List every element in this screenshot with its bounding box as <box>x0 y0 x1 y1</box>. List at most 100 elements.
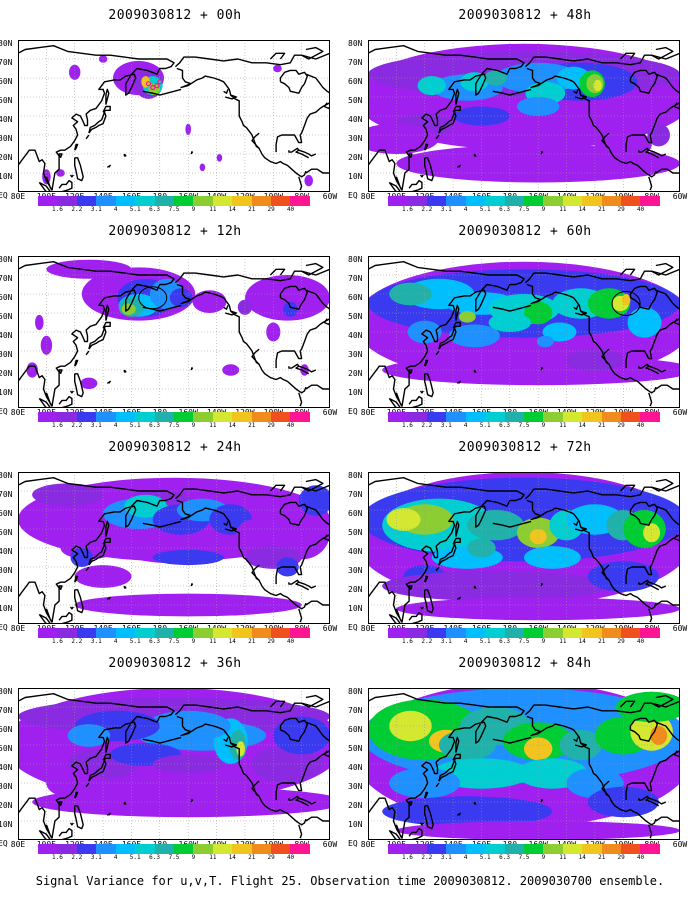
variance-contour <box>169 288 193 308</box>
coastline <box>106 164 111 168</box>
coastline <box>18 260 175 407</box>
latitude-tick-label: 30N <box>0 782 13 791</box>
colorbar-swatch <box>407 628 427 638</box>
latitude-tick-label: 30N <box>0 134 13 143</box>
latitude-tick-label: 20N <box>348 369 363 378</box>
colorbar-level-label: 6.3 <box>149 638 160 645</box>
coastline <box>85 566 90 572</box>
panel-title: 2009030812 + 48h <box>458 8 592 23</box>
colorbar-swatch <box>426 412 447 422</box>
coastline <box>438 327 457 350</box>
variance-contour <box>484 70 507 86</box>
coastline <box>106 812 111 816</box>
coastline <box>625 750 680 801</box>
colorbar-legend: 1.6 2.2 3.1 4 5.1 6.3 7.5 9 11 14 21 29 40 <box>38 412 310 432</box>
map-panel: 2009030812 + 00h 80N 70N 60N 50N 40N 30N 20N 10N… <box>0 0 350 216</box>
coastline <box>648 608 653 623</box>
colorbar-level-label: 2.2 <box>71 638 83 645</box>
colorbar-swatch <box>173 844 194 854</box>
variance-contour <box>396 597 680 621</box>
colorbar-level-label: 11 <box>559 854 567 861</box>
coastline <box>269 700 286 708</box>
latitude-tick-label: 10N <box>348 820 363 829</box>
variance-contour <box>566 349 624 372</box>
colorbar-swatch <box>446 628 466 638</box>
coastline <box>574 310 588 316</box>
latitude-tick-label: 80N <box>348 471 363 480</box>
colorbar-level-label: 9 <box>541 854 546 861</box>
colorbar-level-label: 7.5 <box>168 638 180 645</box>
coastline <box>473 801 477 805</box>
latitude-tick-label: 50N <box>0 312 13 321</box>
coastline <box>455 736 460 753</box>
coastline <box>435 566 440 572</box>
coastline <box>176 67 307 178</box>
colorbar-swatch <box>543 628 563 638</box>
coastline <box>279 501 308 526</box>
map-panel: 2009030812 + 36h 80N 70N 60N 50N 40N 30N 20N 10N… <box>0 648 350 864</box>
coastline <box>540 583 544 587</box>
coastline <box>492 88 532 96</box>
colorbar-swatch <box>135 844 155 854</box>
map-area <box>368 688 680 840</box>
colorbar-swatch <box>388 628 408 638</box>
colorbar-swatch <box>640 844 660 854</box>
latitude-tick-label: 50N <box>0 96 13 105</box>
variance-contour <box>458 311 476 323</box>
coastline <box>452 105 461 113</box>
variance-contour <box>559 729 602 761</box>
colorbar-swatch <box>465 412 486 422</box>
coastline <box>574 94 588 100</box>
latitude-tick-label: EQ <box>0 839 8 848</box>
colorbar-swatches <box>388 412 660 422</box>
colorbar-swatch <box>290 844 310 854</box>
colorbar-labels: 1.6 2.2 3.1 4 5.1 6.3 7.5 9 11 14 21 29 40 <box>388 207 660 215</box>
coastline <box>645 581 667 591</box>
colorbar-swatch <box>135 196 155 206</box>
colorbar-level-label: 21 <box>598 638 606 645</box>
colorbar-swatch <box>290 628 310 638</box>
coastline <box>456 812 461 816</box>
latitude-axis-labels: 80N 70N 60N 50N 40N 30N 20N 10N EQ <box>348 688 368 848</box>
coastline <box>456 164 461 168</box>
latitude-tick-label: EQ <box>0 191 8 200</box>
colorbar-level-label: 2.2 <box>71 854 83 861</box>
coastline <box>102 105 111 113</box>
colorbar-swatch <box>173 196 194 206</box>
variance-contour <box>650 726 668 745</box>
colorbar-labels: 1.6 2.2 3.1 4 5.1 6.3 7.5 9 11 14 21 29 40 <box>38 423 310 431</box>
variance-contour <box>536 335 554 348</box>
coastline <box>295 581 317 591</box>
coastline <box>424 373 434 398</box>
colorbar-swatch <box>251 412 272 422</box>
coastline <box>424 157 434 182</box>
latitude-tick-label: 30N <box>348 782 363 791</box>
coastline <box>105 88 110 105</box>
coastline <box>298 392 303 407</box>
colorbar-level-label: 5.1 <box>479 638 491 645</box>
colorbar-swatch <box>154 628 174 638</box>
latitude-tick-label: 50N <box>348 96 363 105</box>
latitude-tick-label: 40N <box>0 763 13 772</box>
colorbar-swatch <box>57 196 77 206</box>
coastline <box>269 268 286 276</box>
colorbar-level-label: 3.1 <box>90 854 102 861</box>
colorbar-labels: 1.6 2.2 3.1 4 5.1 6.3 7.5 9 11 14 21 29 40 <box>388 423 660 431</box>
colorbar-level-label: 6.3 <box>499 206 510 213</box>
longitude-tick-label: 60W <box>672 624 688 633</box>
latitude-tick-label: EQ <box>348 407 358 416</box>
latitude-tick-label: EQ <box>348 191 358 200</box>
colorbar-level-label: 1.6 <box>52 422 63 429</box>
latitude-tick-label: 70N <box>0 490 13 499</box>
coastline <box>223 305 229 310</box>
variance-contour <box>252 745 323 783</box>
colorbar-level-label: 21 <box>598 422 606 429</box>
coastline <box>74 805 84 830</box>
coastline <box>655 168 680 174</box>
coastline <box>419 174 424 178</box>
colorbar-swatch <box>212 196 233 206</box>
colorbar-level-label: 11 <box>559 422 567 429</box>
map-frame <box>368 256 680 408</box>
coastline <box>88 327 107 350</box>
coastline <box>142 520 182 528</box>
